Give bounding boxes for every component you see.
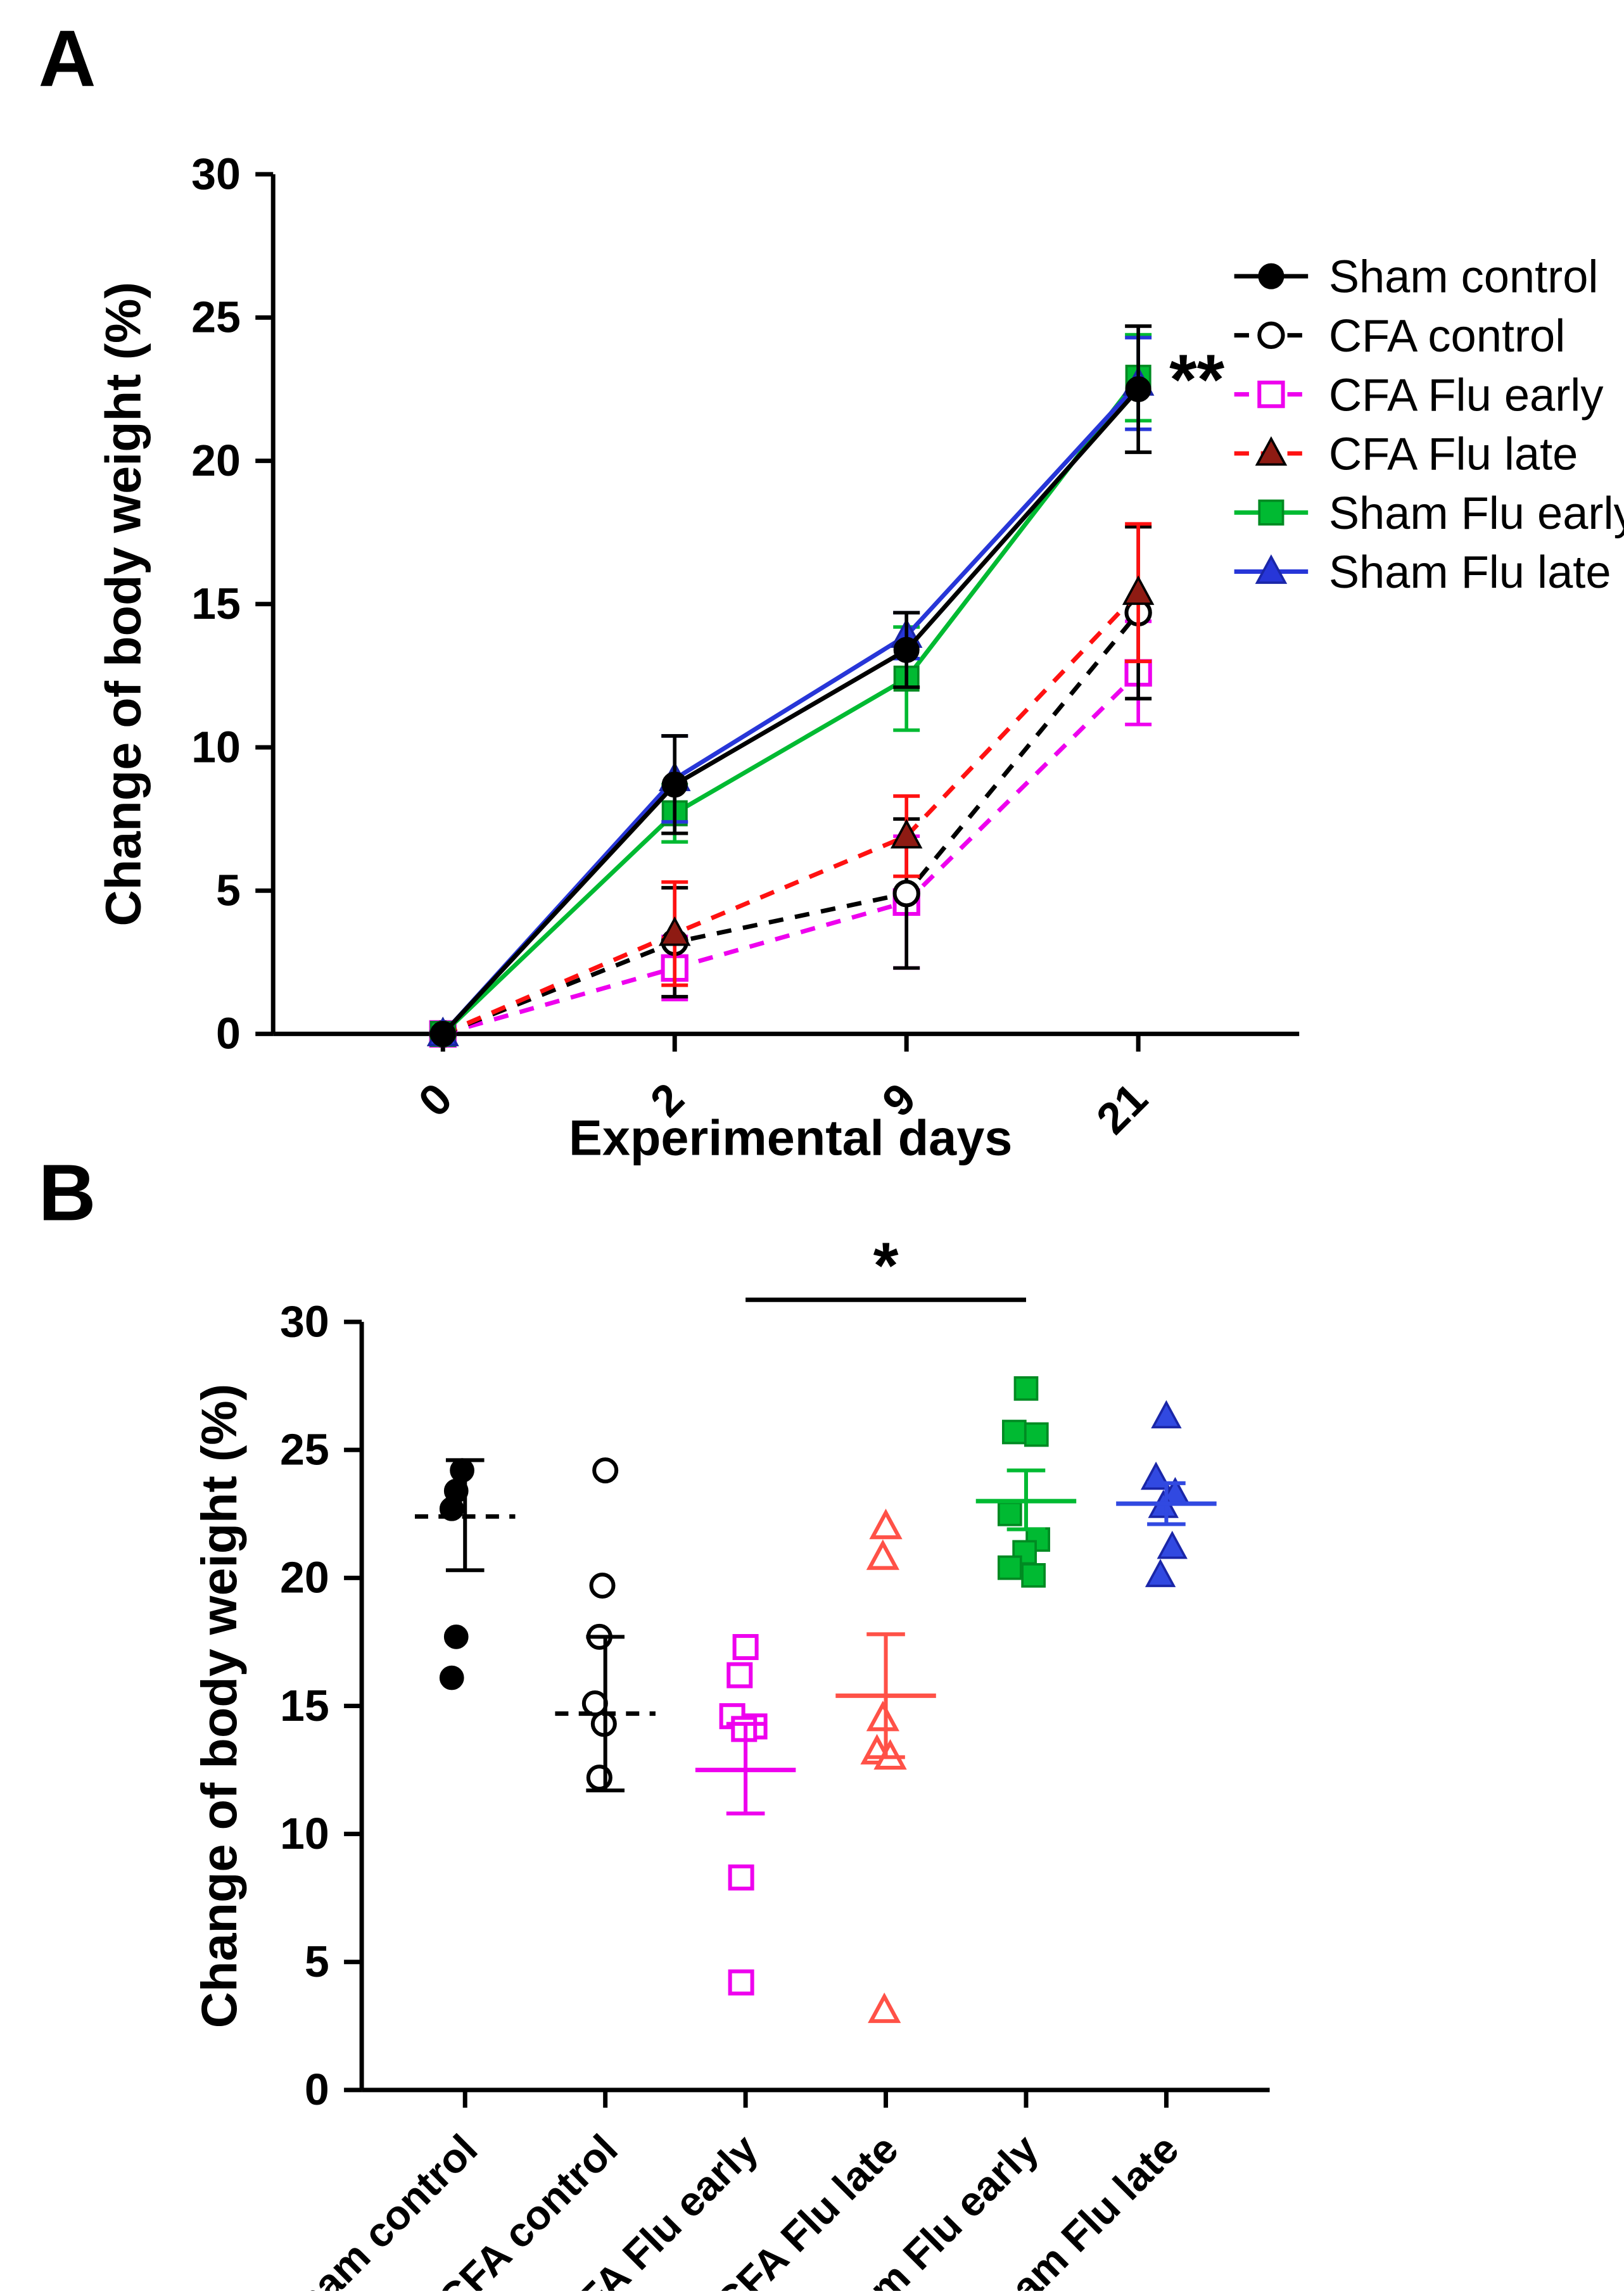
- y-tick-label: 30: [280, 1296, 329, 1346]
- series-line: [441, 376, 1140, 1036]
- y-axis-title: Change of body weight (%): [94, 282, 151, 926]
- series-line: [441, 388, 1140, 1036]
- data-point-circle-filled: [443, 1625, 469, 1649]
- data-point-circle-filled: [661, 771, 688, 798]
- series-line: [441, 611, 1140, 1036]
- data-point-triangle-filled: [1255, 436, 1288, 466]
- data-point-circle-open: [589, 1573, 616, 1599]
- group-cfa-flu-late: [835, 1509, 936, 2024]
- data-point-circle-open: [1257, 321, 1285, 350]
- data-point-circle-open: [892, 880, 920, 908]
- y-tick-label: 10: [191, 722, 241, 771]
- panel-b-label: B: [39, 1148, 96, 1237]
- data-point-square-filled: [997, 1501, 1022, 1526]
- data-point-triangle-filled: [1255, 554, 1288, 584]
- y-tick-label: 0: [305, 2065, 329, 2114]
- x-tick-label: 0: [409, 1074, 462, 1126]
- series-line: [442, 671, 1140, 1036]
- group-sham-flu-early: [975, 1376, 1077, 1588]
- data-point-square-filled: [1258, 499, 1285, 526]
- data-point-triangle-open: [869, 1509, 903, 1540]
- data-point-square-filled: [1001, 1419, 1027, 1445]
- data-point-circle-filled: [893, 637, 920, 663]
- x-axis-title: Experimental days: [569, 1110, 1012, 1166]
- series-cfa-control: [429, 524, 1152, 1048]
- series-cfa-flu-late: [426, 522, 1155, 1046]
- y-tick-label: 25: [280, 1425, 329, 1474]
- data-point-square-filled: [1021, 1563, 1046, 1588]
- panel-a-label: A: [39, 13, 96, 103]
- group-sham-control: [414, 1458, 516, 1690]
- y-tick-label: 15: [280, 1681, 329, 1730]
- y-tick-label: 30: [191, 149, 241, 198]
- data-point-square-filled: [997, 1555, 1022, 1580]
- y-tick-label: 5: [216, 866, 241, 915]
- data-point-circle-open: [592, 1457, 619, 1484]
- data-point-triangle-filled: [1145, 1559, 1176, 1587]
- legend-item-sham-flu-early: Sham Flu early: [1234, 488, 1624, 539]
- legend-item-cfa-control: CFA control: [1234, 311, 1565, 362]
- data-point-square-filled: [1013, 1376, 1039, 1401]
- data-point-circle-filled: [1258, 263, 1285, 289]
- series-line: [441, 591, 1140, 1036]
- data-point-square-open: [728, 1864, 754, 1891]
- data-point-triangle-filled: [1151, 1400, 1182, 1429]
- series-cfa-flu-early: [429, 619, 1152, 1048]
- legend-label: Sham Flu late: [1329, 547, 1611, 598]
- y-tick-label: 0: [216, 1009, 241, 1058]
- y-tick-label: 10: [280, 1809, 329, 1858]
- data-point-square-open: [726, 1662, 753, 1689]
- data-point-circle-filled: [439, 1665, 464, 1690]
- data-point-triangle-open: [866, 1539, 900, 1570]
- group-cfa-control: [555, 1457, 656, 1792]
- data-point-square-open: [728, 1969, 754, 1996]
- legend-item-cfa-flu-early: CFA Flu early: [1234, 370, 1604, 421]
- legend-label: CFA Flu early: [1329, 370, 1604, 421]
- group-sham-flu-late: [1116, 1400, 1217, 1587]
- data-point-square-open: [1257, 380, 1285, 409]
- data-point-triangle-open: [866, 1701, 900, 1732]
- y-axis-title: Change of body weight (%): [191, 1384, 247, 2028]
- data-point-triangle-filled: [1122, 575, 1155, 605]
- legend-item-sham-flu-late: Sham Flu late: [1234, 547, 1611, 598]
- y-tick-label: 20: [191, 436, 241, 485]
- significance-label: **: [1169, 340, 1225, 419]
- y-tick-label: 20: [280, 1553, 329, 1602]
- legend-label: Sham control: [1329, 252, 1599, 303]
- legend-label: Sham Flu early: [1329, 488, 1624, 539]
- data-point-triangle-filled: [1157, 1530, 1188, 1559]
- data-point-square-filled: [1024, 1422, 1049, 1447]
- y-tick-label: 5: [305, 1937, 329, 1986]
- series-sham-control: [429, 324, 1152, 1047]
- legend-item-sham-control: Sham control: [1234, 252, 1599, 303]
- y-tick-label: 15: [191, 579, 241, 628]
- data-point-triangle-filled: [890, 819, 923, 849]
- data-point-circle-filled: [1125, 376, 1151, 403]
- data-point-square-open: [732, 1634, 759, 1661]
- significance-label: *: [873, 1229, 899, 1302]
- data-point-triangle-filled: [658, 916, 691, 946]
- legend-label: CFA control: [1329, 311, 1565, 362]
- data-point-triangle-open: [868, 1993, 901, 2024]
- legend-item-cfa-flu-late: CFA Flu late: [1234, 429, 1578, 480]
- legend-label: CFA Flu late: [1329, 429, 1578, 480]
- data-point-circle-filled: [450, 1458, 474, 1483]
- data-point-circle-filled: [429, 1020, 456, 1047]
- y-tick-label: 25: [191, 293, 241, 342]
- x-tick-label: 21: [1087, 1074, 1157, 1143]
- group-cfa-flu-early: [695, 1634, 796, 1996]
